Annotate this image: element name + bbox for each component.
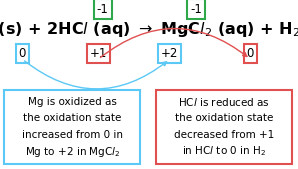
Text: +1: +1 (90, 47, 107, 60)
Text: -1: -1 (190, 3, 202, 16)
Text: Mg to +2 in MgC$\it{l}_2$: Mg to +2 in MgC$\it{l}_2$ (24, 144, 120, 159)
FancyBboxPatch shape (4, 90, 140, 164)
Text: the oxidation state: the oxidation state (23, 114, 122, 124)
Text: -1: -1 (97, 3, 109, 16)
Text: in HC$\it{l}$ to 0 in H$_2$: in HC$\it{l}$ to 0 in H$_2$ (182, 145, 266, 158)
Text: 0: 0 (19, 47, 26, 60)
Text: Mg (s) + 2HC$\it{l}$ (aq) $\rightarrow$ MgC$\it{l}_2$ (aq) + H$_2$ (g): Mg (s) + 2HC$\it{l}$ (aq) $\rightarrow$ … (0, 20, 298, 39)
Text: the oxidation state: the oxidation state (175, 114, 274, 124)
Text: +2: +2 (161, 47, 179, 60)
Text: HC$\it{l}$ is reduced as: HC$\it{l}$ is reduced as (178, 96, 270, 108)
Text: 0: 0 (247, 47, 254, 60)
Text: Mg is oxidized as: Mg is oxidized as (28, 97, 117, 107)
Text: increased from 0 in: increased from 0 in (22, 130, 123, 140)
FancyBboxPatch shape (156, 90, 292, 164)
Text: decreased from +1: decreased from +1 (174, 130, 274, 140)
